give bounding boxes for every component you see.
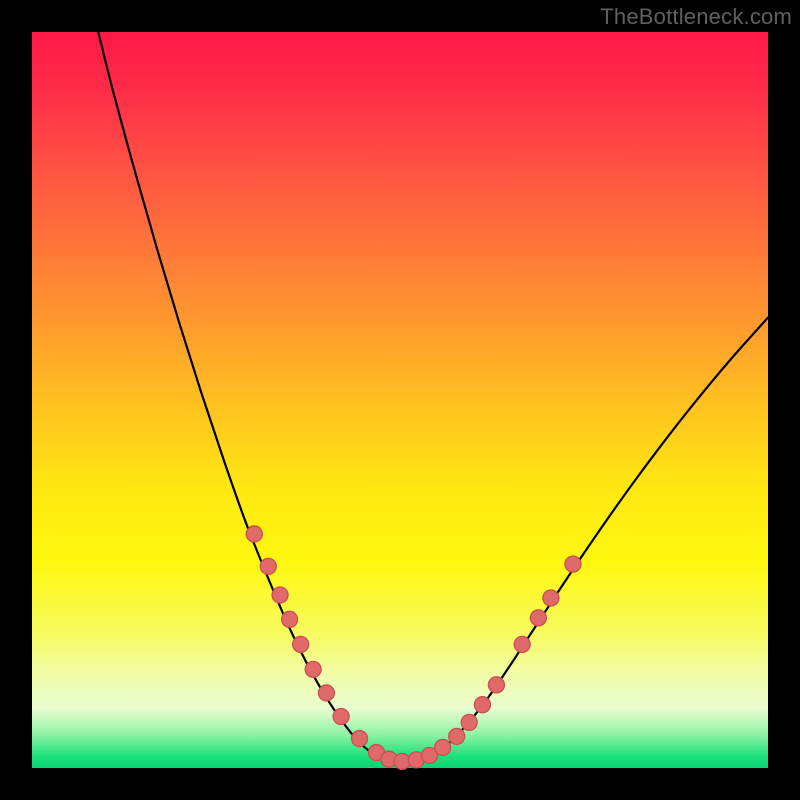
data-marker	[461, 714, 477, 730]
data-marker	[246, 526, 262, 542]
data-marker	[282, 611, 298, 627]
data-marker	[449, 728, 465, 744]
data-marker	[333, 708, 349, 724]
data-marker	[293, 636, 309, 652]
data-marker	[352, 731, 368, 747]
data-marker	[272, 587, 288, 603]
data-marker	[305, 661, 321, 677]
data-marker	[565, 556, 581, 572]
data-marker	[488, 677, 504, 693]
watermark-label: TheBottleneck.com	[600, 4, 792, 30]
bottleneck-chart	[0, 0, 800, 800]
data-marker	[260, 558, 276, 574]
data-marker	[543, 590, 559, 606]
plot-background	[32, 32, 768, 768]
data-marker	[474, 697, 490, 713]
chart-container: TheBottleneck.com	[0, 0, 800, 800]
data-marker	[318, 685, 334, 701]
data-marker	[530, 610, 546, 626]
data-marker	[435, 739, 451, 755]
data-marker	[514, 636, 530, 652]
